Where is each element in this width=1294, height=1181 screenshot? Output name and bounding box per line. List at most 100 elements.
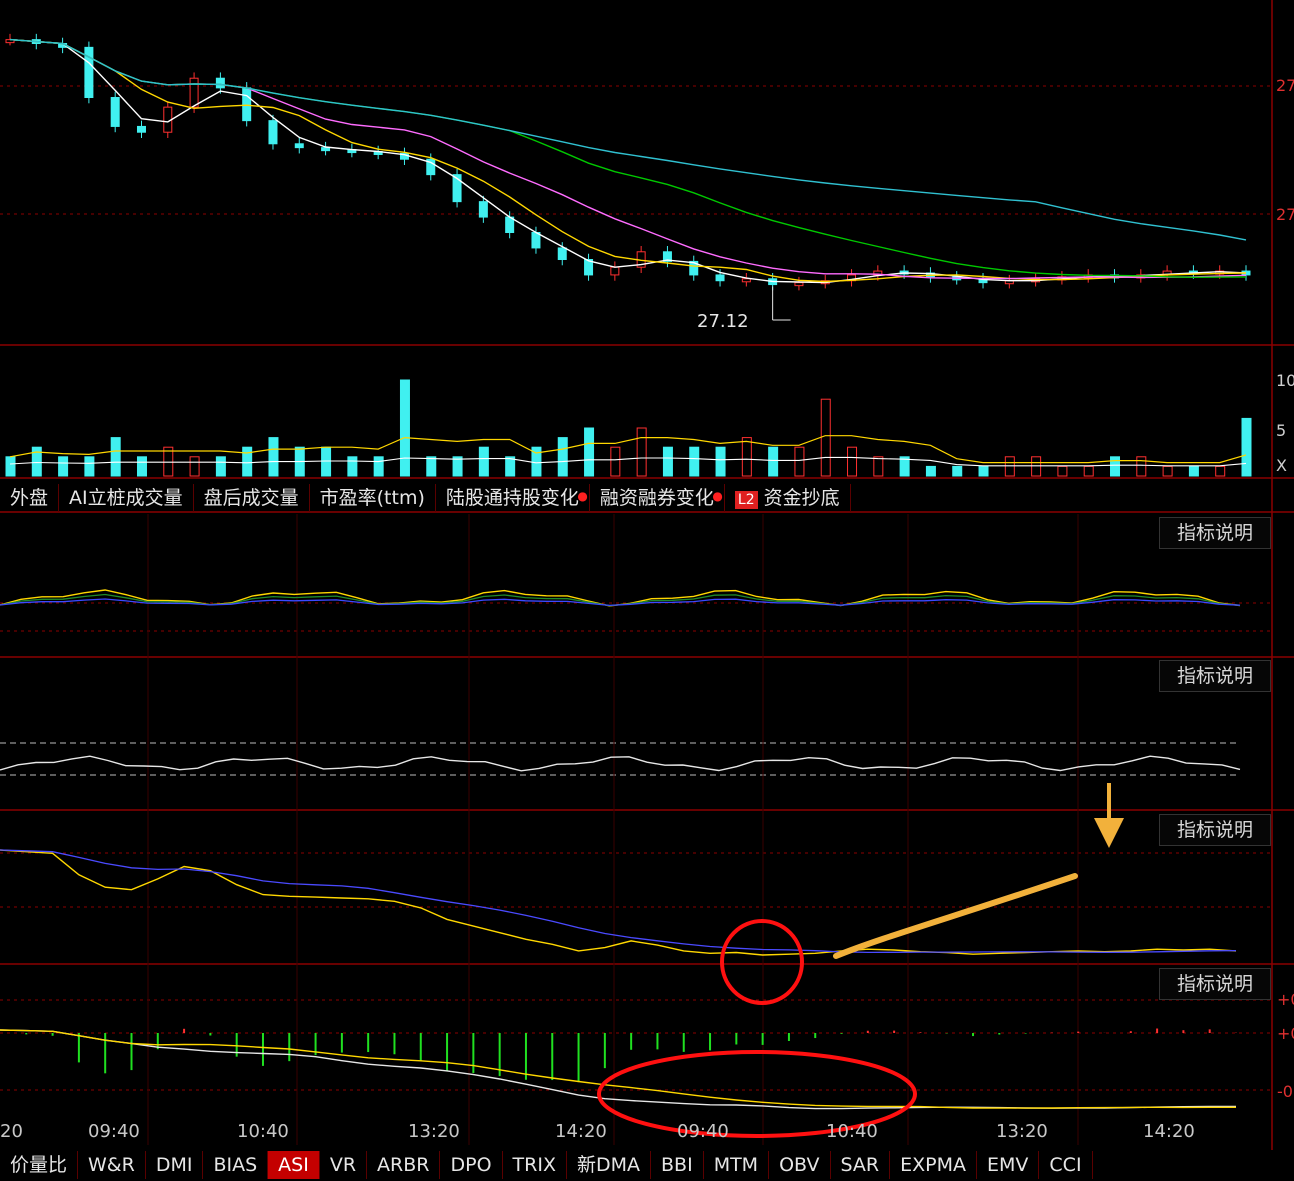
- volume-bar: [689, 446, 700, 477]
- volume-bar: [1057, 465, 1068, 477]
- volume-bar: [163, 446, 174, 477]
- annotation-red-circle: [720, 919, 804, 1005]
- volume-bar: [1188, 465, 1199, 477]
- tab-arbr[interactable]: ARBR: [367, 1151, 441, 1179]
- annotation-orange-stroke: [833, 873, 1078, 959]
- candle: [268, 120, 278, 145]
- time-label: 14:20: [555, 1121, 607, 1142]
- candle: [84, 46, 94, 98]
- annotation-red-oval: [597, 1050, 917, 1138]
- volume-bar: [373, 456, 384, 477]
- time-label: 20: [0, 1121, 23, 1142]
- indicator-help-button[interactable]: 指标说明: [1159, 660, 1271, 692]
- ma-green-line: [9, 38, 1247, 279]
- candle: [741, 278, 751, 283]
- volume-bar: [1031, 456, 1042, 477]
- time-label: 10:40: [237, 1121, 289, 1142]
- volume-bar: [952, 465, 963, 477]
- candle: [794, 282, 804, 287]
- indicator-help-button[interactable]: 指标说明: [1159, 517, 1271, 549]
- volume-ma-white-line: [9, 456, 1247, 467]
- tab-expma[interactable]: EXPMA: [890, 1151, 977, 1179]
- candle: [478, 201, 488, 218]
- tab-dpo[interactable]: DPO: [440, 1151, 503, 1179]
- volume-bar: [84, 456, 95, 477]
- indicator-help-button[interactable]: 指标说明: [1159, 814, 1271, 846]
- time-label: 13:20: [996, 1121, 1048, 1142]
- volume-bar: [110, 437, 121, 477]
- low-price-label: 27.12: [697, 311, 749, 332]
- macd-axis-label: -0: [1277, 1082, 1293, 1101]
- tab-trix[interactable]: TRIX: [503, 1151, 567, 1179]
- volume-bar: [741, 437, 752, 477]
- tab-margin-change[interactable]: 融资融券变化 ●: [590, 484, 725, 512]
- tab-wr[interactable]: W&R: [78, 1151, 146, 1179]
- candle: [662, 251, 672, 262]
- volume-bar: [978, 465, 989, 477]
- price-axis-label: 27: [1276, 76, 1294, 95]
- volume-bar: [1004, 456, 1015, 477]
- time-label: 10:40: [826, 1121, 878, 1142]
- volume-axis-label: 10: [1276, 371, 1294, 390]
- tab-price-volume-ratio[interactable]: 价量比: [0, 1151, 79, 1179]
- tab-emv[interactable]: EMV: [977, 1151, 1040, 1179]
- tab-asi[interactable]: ASI: [268, 1151, 320, 1179]
- tab-dmi[interactable]: DMI: [146, 1151, 204, 1179]
- macd-axis-label: +0: [1277, 990, 1294, 1009]
- volume-bar: [584, 427, 595, 477]
- tab-bias[interactable]: BIAS: [203, 1151, 269, 1179]
- time-label: 09:40: [88, 1121, 140, 1142]
- tab-ai-volume[interactable]: AI立桩成交量: [59, 484, 194, 512]
- candle: [584, 259, 594, 276]
- tab-new-dma[interactable]: 新DMA: [567, 1151, 651, 1179]
- volume-bar: [1136, 456, 1147, 477]
- candle: [189, 77, 199, 108]
- tab-northbound-holding[interactable]: 陆股通持股变化 ●: [436, 484, 590, 512]
- candle: [242, 87, 252, 122]
- tab-bbi[interactable]: BBI: [651, 1151, 704, 1179]
- candle: [715, 274, 725, 282]
- ma-yellow-line: [9, 38, 1247, 283]
- update-dot-icon: ●: [577, 489, 588, 503]
- tab-outer-volume[interactable]: 外盘: [0, 484, 60, 512]
- macd-axis-label: +0: [1277, 1024, 1294, 1043]
- candle: [610, 266, 620, 276]
- volume-bar: [925, 465, 936, 477]
- tab-sar[interactable]: SAR: [831, 1151, 891, 1179]
- volume-bar: [1241, 417, 1252, 477]
- volume-bar: [768, 446, 779, 477]
- tab-obv[interactable]: OBV: [769, 1151, 831, 1179]
- volume-bar: [347, 456, 358, 477]
- volume-bar: [452, 456, 463, 477]
- candle: [557, 247, 567, 261]
- time-label: 13:20: [408, 1121, 460, 1142]
- tab-after-hours-volume[interactable]: 盘后成交量: [194, 484, 310, 512]
- candle: [294, 143, 304, 149]
- tab-fund-bottom[interactable]: L2 资金抄底: [725, 484, 851, 512]
- tab-mtm[interactable]: MTM: [704, 1151, 770, 1179]
- indicator2-white-line: [0, 755, 1241, 772]
- candle: [452, 174, 462, 203]
- candle: [136, 125, 146, 133]
- volume-bar: [1215, 465, 1226, 477]
- volume-bar: [478, 446, 489, 477]
- tab-vr[interactable]: VR: [320, 1151, 368, 1179]
- volume-bar: [794, 446, 805, 477]
- tab-pe-ttm[interactable]: 市盈率(ttm): [310, 484, 436, 512]
- macd-yellow-line: [0, 1029, 1236, 1109]
- indicator-help-button[interactable]: 指标说明: [1159, 968, 1271, 1000]
- volume-bar: [189, 456, 200, 477]
- candle: [321, 147, 331, 152]
- tab-cci[interactable]: CCI: [1039, 1151, 1093, 1179]
- volume-bar: [1083, 465, 1094, 477]
- volume-bar: [242, 446, 253, 477]
- volume-bar: [1162, 465, 1173, 477]
- ma-magenta-line: [9, 38, 1247, 280]
- volume-bar: [847, 446, 858, 477]
- volume-bar: [873, 456, 884, 477]
- volume-axis-label: X: [1276, 456, 1287, 475]
- price-axis-label: 27: [1276, 205, 1294, 224]
- indicator-tab-bar: 价量比 W&R DMI BIAS ASI VR ARBR DPO TRIX 新D…: [0, 1151, 1093, 1179]
- volume-axis-label: 5: [1276, 421, 1287, 440]
- volume-bar: [715, 446, 726, 477]
